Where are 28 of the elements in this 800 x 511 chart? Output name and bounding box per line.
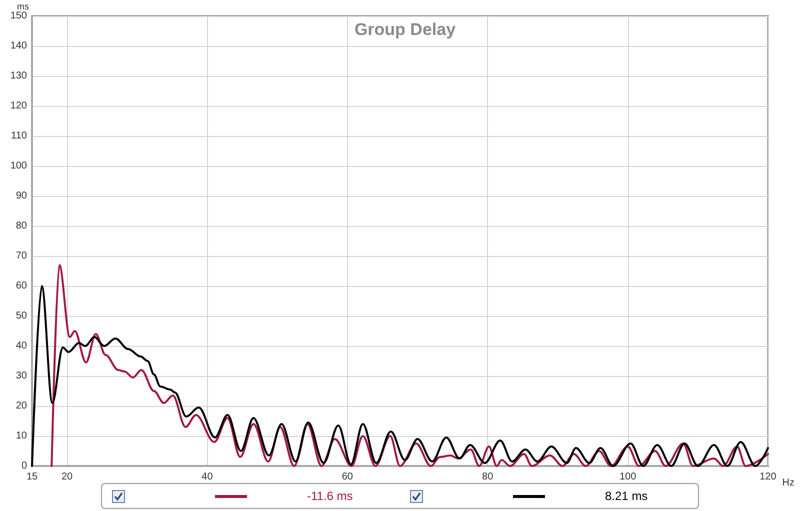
- y-tick-label: 90: [16, 190, 28, 202]
- y-tick-label: 120: [10, 100, 28, 112]
- y-tick-label: 110: [11, 130, 28, 142]
- text: 8.21 ms: [605, 489, 648, 503]
- y-tick-label: 70: [16, 250, 28, 262]
- y-tick-label: 140: [10, 40, 28, 52]
- y-tick-label: 100: [10, 160, 28, 172]
- y-tick-label: 10: [16, 430, 28, 442]
- x-tick-label: 60: [342, 472, 354, 482]
- y-tick-label: 50: [16, 310, 28, 322]
- y-tick-label: 30: [16, 370, 28, 382]
- x-tick-label: 80: [482, 472, 494, 482]
- y-tick-label: 150: [10, 10, 28, 22]
- y-tick-label: 130: [10, 70, 28, 82]
- text: -11.6 ms: [307, 489, 353, 503]
- x-tick-label: 15: [26, 472, 38, 482]
- y-tick-label: 40: [16, 340, 28, 352]
- x-tick-label: 20: [61, 472, 74, 482]
- y-tick-label: 80: [16, 220, 28, 232]
- y-tick-label: 20: [16, 400, 28, 412]
- y-tick-label: 0: [21, 460, 28, 472]
- x-tick-label: 120: [760, 472, 777, 482]
- x-tick-label: 40: [202, 472, 214, 482]
- x-axis-title: Hz: [782, 478, 794, 488]
- y-axis-title: ms: [17, 2, 30, 12]
- chart-title: Group Delay: [354, 20, 456, 39]
- x-tick-label: 100: [619, 472, 637, 482]
- y-tick-label: 60: [16, 280, 28, 292]
